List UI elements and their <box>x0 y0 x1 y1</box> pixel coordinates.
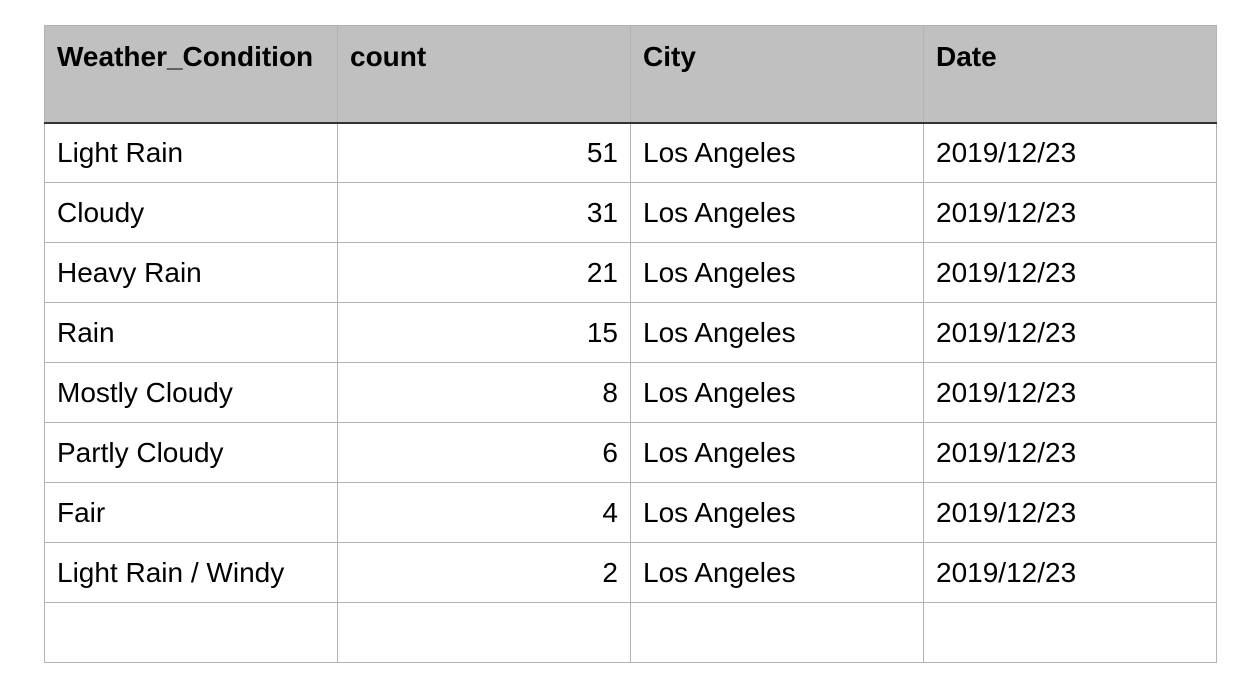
date-cell[interactable]: 2019/12/23 <box>923 242 1217 303</box>
column-header-weather-condition[interactable]: Weather_Condition <box>44 25 338 124</box>
weather-cell[interactable]: Partly Cloudy <box>44 422 338 483</box>
weather-cell[interactable]: Fair <box>44 482 338 543</box>
date-cell[interactable]: 2019/12/23 <box>923 362 1217 423</box>
table-row: Partly Cloudy 6 Los Angeles 2019/12/23 <box>44 422 1217 483</box>
count-cell[interactable]: 4 <box>337 482 631 543</box>
city-cell[interactable]: Los Angeles <box>630 302 924 363</box>
date-cell[interactable]: 2019/12/23 <box>923 422 1217 483</box>
city-cell[interactable]: Los Angeles <box>630 122 924 183</box>
weather-cell[interactable]: Light Rain / Windy <box>44 542 338 603</box>
header-row: Weather_Condition count City Date <box>44 25 1217 124</box>
date-cell[interactable]: 2019/12/23 <box>923 182 1217 243</box>
count-cell[interactable]: 8 <box>337 362 631 423</box>
count-cell[interactable] <box>337 602 631 663</box>
city-cell[interactable]: Los Angeles <box>630 242 924 303</box>
date-cell[interactable]: 2019/12/23 <box>923 482 1217 543</box>
table-row: Light Rain / Windy 2 Los Angeles 2019/12… <box>44 542 1217 603</box>
data-table: Weather_Condition count City Date Light … <box>44 25 1217 663</box>
table-row: Mostly Cloudy 8 Los Angeles 2019/12/23 <box>44 362 1217 423</box>
city-cell[interactable]: Los Angeles <box>630 482 924 543</box>
weather-cell[interactable]: Rain <box>44 302 338 363</box>
weather-cell[interactable]: Light Rain <box>44 122 338 183</box>
column-header-city[interactable]: City <box>630 25 924 124</box>
column-header-date[interactable]: Date <box>923 25 1217 124</box>
count-cell[interactable]: 51 <box>337 122 631 183</box>
date-cell[interactable]: 2019/12/23 <box>923 122 1217 183</box>
table-header: Weather_Condition count City Date <box>44 25 1217 124</box>
city-cell[interactable] <box>630 602 924 663</box>
table-body: Light Rain 51 Los Angeles 2019/12/23 Clo… <box>44 122 1217 663</box>
date-cell[interactable]: 2019/12/23 <box>923 542 1217 603</box>
city-cell[interactable]: Los Angeles <box>630 542 924 603</box>
table-row: Rain 15 Los Angeles 2019/12/23 <box>44 302 1217 363</box>
weather-cell[interactable]: Heavy Rain <box>44 242 338 303</box>
table-row: Light Rain 51 Los Angeles 2019/12/23 <box>44 122 1217 183</box>
table-row: Heavy Rain 21 Los Angeles 2019/12/23 <box>44 242 1217 303</box>
date-cell[interactable]: 2019/12/23 <box>923 302 1217 363</box>
table-row-empty <box>44 602 1217 663</box>
count-cell[interactable]: 31 <box>337 182 631 243</box>
count-cell[interactable]: 6 <box>337 422 631 483</box>
count-cell[interactable]: 21 <box>337 242 631 303</box>
city-cell[interactable]: Los Angeles <box>630 422 924 483</box>
column-header-count[interactable]: count <box>337 25 631 124</box>
count-cell[interactable]: 2 <box>337 542 631 603</box>
weather-cell[interactable]: Mostly Cloudy <box>44 362 338 423</box>
table-row: Cloudy 31 Los Angeles 2019/12/23 <box>44 182 1217 243</box>
count-cell[interactable]: 15 <box>337 302 631 363</box>
city-cell[interactable]: Los Angeles <box>630 362 924 423</box>
weather-cell[interactable] <box>44 602 338 663</box>
table-row: Fair 4 Los Angeles 2019/12/23 <box>44 482 1217 543</box>
date-cell[interactable] <box>923 602 1217 663</box>
city-cell[interactable]: Los Angeles <box>630 182 924 243</box>
weather-cell[interactable]: Cloudy <box>44 182 338 243</box>
